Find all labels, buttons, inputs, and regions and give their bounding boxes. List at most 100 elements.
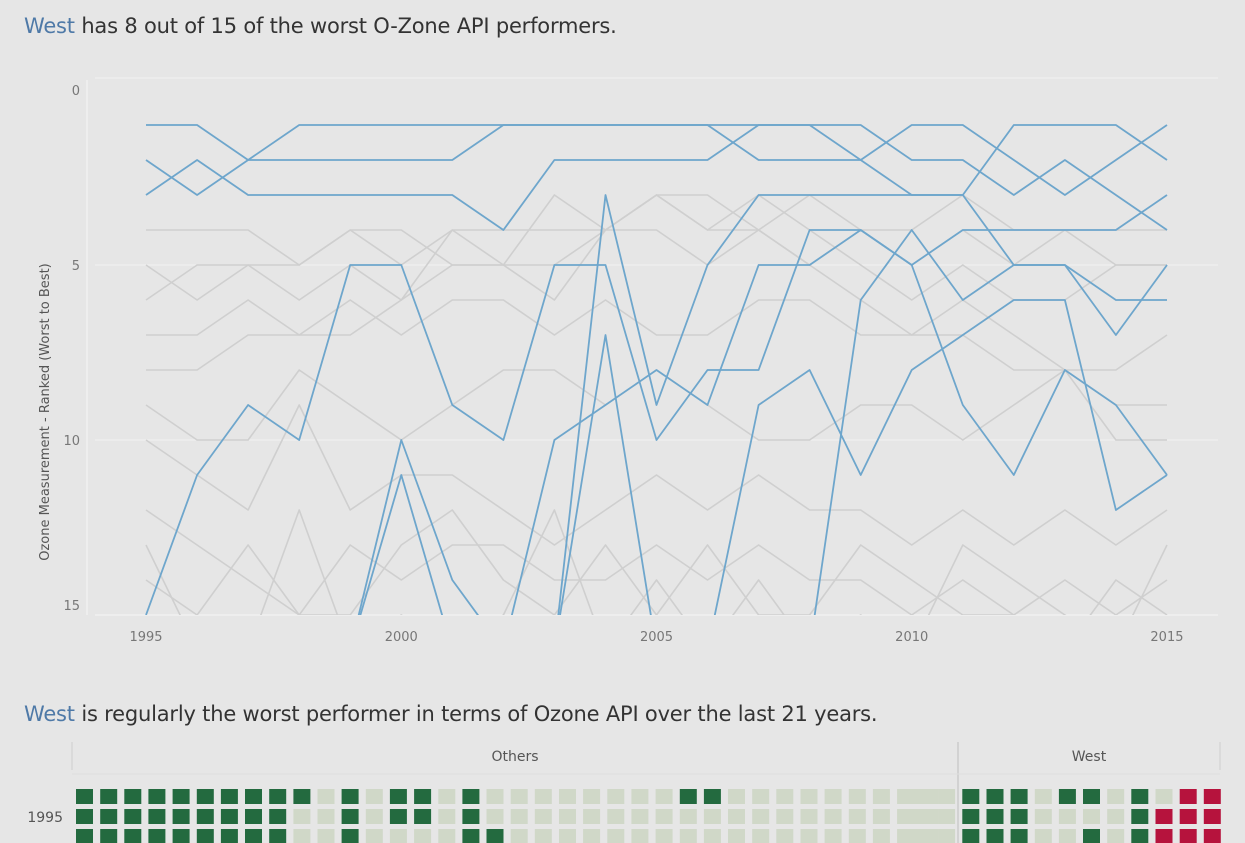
heatmap-cell-others <box>293 809 311 824</box>
heatmap-cell-west <box>914 789 931 804</box>
heatmap-cell-west <box>1155 789 1173 804</box>
heatmap-cell-others <box>607 829 625 843</box>
heatmap-cell-others <box>559 789 576 804</box>
heatmap-cell-others <box>510 809 528 824</box>
series-line-other-12 <box>146 299 1167 406</box>
heatmap-cell-west <box>1203 829 1221 843</box>
heatmap-cell-others <box>438 809 456 824</box>
heatmap-cell-others <box>631 789 649 804</box>
heatmap-cell-others <box>752 809 770 824</box>
y-axis: 0 5 10 15 <box>63 84 80 614</box>
heatmap-cell-others <box>872 829 890 843</box>
series-line-west-3 <box>145 194 1168 615</box>
heatmap-cell-others <box>220 809 238 824</box>
heatmap-cell-others <box>365 829 383 843</box>
heatmap-cell-west <box>1155 809 1173 824</box>
x-tick-label: 2015 <box>1150 630 1183 645</box>
heatmap-cell-others <box>824 829 842 843</box>
series-line-other-15 <box>145 509 1168 615</box>
heatmap-cell-others <box>124 829 142 843</box>
heatmap-cell-others <box>679 829 697 843</box>
heatmap-cell-west <box>1107 789 1125 804</box>
heatmap-cell-others <box>220 789 238 804</box>
heatmap-cell-others <box>414 809 432 824</box>
heatmap-cell-west <box>1083 809 1100 824</box>
heatmap-cell-west <box>1155 829 1173 843</box>
y-tick-label: 5 <box>72 259 80 274</box>
heatmap-cell-others <box>655 789 673 804</box>
heatmap-cell-others <box>607 809 625 824</box>
heatmap-cell-west <box>1179 829 1197 843</box>
chart-headline-top: West has 8 out of 15 of the worst O-Zone… <box>24 14 617 38</box>
headline-text: has 8 out of 15 of the worst O-Zone API … <box>74 14 617 38</box>
y-tick-label: 15 <box>63 599 80 614</box>
heatmap-cell-others <box>897 829 915 843</box>
heatmap-cell-others <box>752 789 770 804</box>
heatmap-cell-others <box>872 789 890 804</box>
heatmap-cell-west <box>914 809 931 824</box>
heatmap-cell-west <box>1034 829 1052 843</box>
series-line-other-8 <box>146 194 1167 301</box>
heatmap-cell-others <box>510 789 528 804</box>
heatmap-cell-west <box>986 809 1004 824</box>
heatmap-cell-west <box>1058 809 1076 824</box>
heatmap-cell-others <box>897 809 915 824</box>
heatmap-cell-others <box>486 829 504 843</box>
heatmap-cell-west <box>1203 789 1221 804</box>
heatmap-cell-others <box>124 789 142 804</box>
heatmap-cell-others <box>824 809 842 824</box>
heatmap-cell-others <box>776 789 794 804</box>
heatmap-cell-others <box>679 789 697 804</box>
heatmap-cell-west <box>1034 809 1052 824</box>
heatmap-cell-others <box>100 789 118 804</box>
heatmap-cell-west <box>1131 789 1149 804</box>
heatmap-cell-others <box>100 809 118 824</box>
heatmap-cell-others <box>728 809 745 824</box>
heatmap-cell-others <box>583 809 601 824</box>
heatmap-cell-others <box>897 789 915 804</box>
heatmap-cell-west <box>1083 829 1100 843</box>
heatmap-cell-others <box>559 829 576 843</box>
headline-highlight: West <box>24 14 75 38</box>
heatmap-cell-others <box>462 829 480 843</box>
heatmap-cell-others <box>655 829 673 843</box>
heatmap-cell-west <box>1010 829 1028 843</box>
heatmap-cell-others <box>100 829 118 843</box>
heatmap-cell-others <box>148 809 166 824</box>
series-line-other-10 <box>145 194 1167 301</box>
heatmap-cell-others <box>848 829 866 843</box>
heatmap-cell-others <box>728 789 745 804</box>
heatmap-frame <box>71 742 1221 843</box>
heatmap-cell-west <box>986 829 1004 843</box>
heatmap-cell-others <box>245 829 262 843</box>
heatmap-cell-others <box>800 829 818 843</box>
heatmap-cell-others <box>752 829 770 843</box>
panel-label-others: Others <box>491 749 538 765</box>
heatmap-cell-west <box>914 829 931 843</box>
heatmap-cell-west <box>1107 829 1125 843</box>
y-tick-label: 10 <box>63 434 80 449</box>
heatmap-cell-others <box>389 789 407 804</box>
heatmap-cell-others <box>196 829 214 843</box>
heatmap-cell-west <box>1010 809 1028 824</box>
heatmap-cell-others <box>196 789 214 804</box>
heatmap-cell-others <box>389 809 407 824</box>
x-axis: 1995 2000 2005 2010 2015 <box>129 630 1183 645</box>
heatmap-cell-others <box>486 809 504 824</box>
heatmap-cell-others <box>872 809 890 824</box>
heatmap-cell-others <box>728 829 745 843</box>
heatmap-cell-others <box>800 809 818 824</box>
heatmap-cell-others <box>245 809 262 824</box>
heatmap-cell-others <box>76 829 93 843</box>
heatmap-cell-west <box>962 829 980 843</box>
heatmap-cell-others <box>848 809 866 824</box>
heatmap-cell-west <box>1107 809 1125 824</box>
heatmap-cell-west <box>938 789 956 804</box>
heatmap-cell-others <box>269 829 287 843</box>
heatmap-cell-others <box>776 829 794 843</box>
heatmap-cell-west <box>1058 829 1076 843</box>
heatmap-cell-others <box>317 789 335 804</box>
heatmap-cell-others <box>534 829 552 843</box>
heatmap-cell-west <box>1010 789 1028 804</box>
heatmap-cell-west <box>1034 789 1052 804</box>
